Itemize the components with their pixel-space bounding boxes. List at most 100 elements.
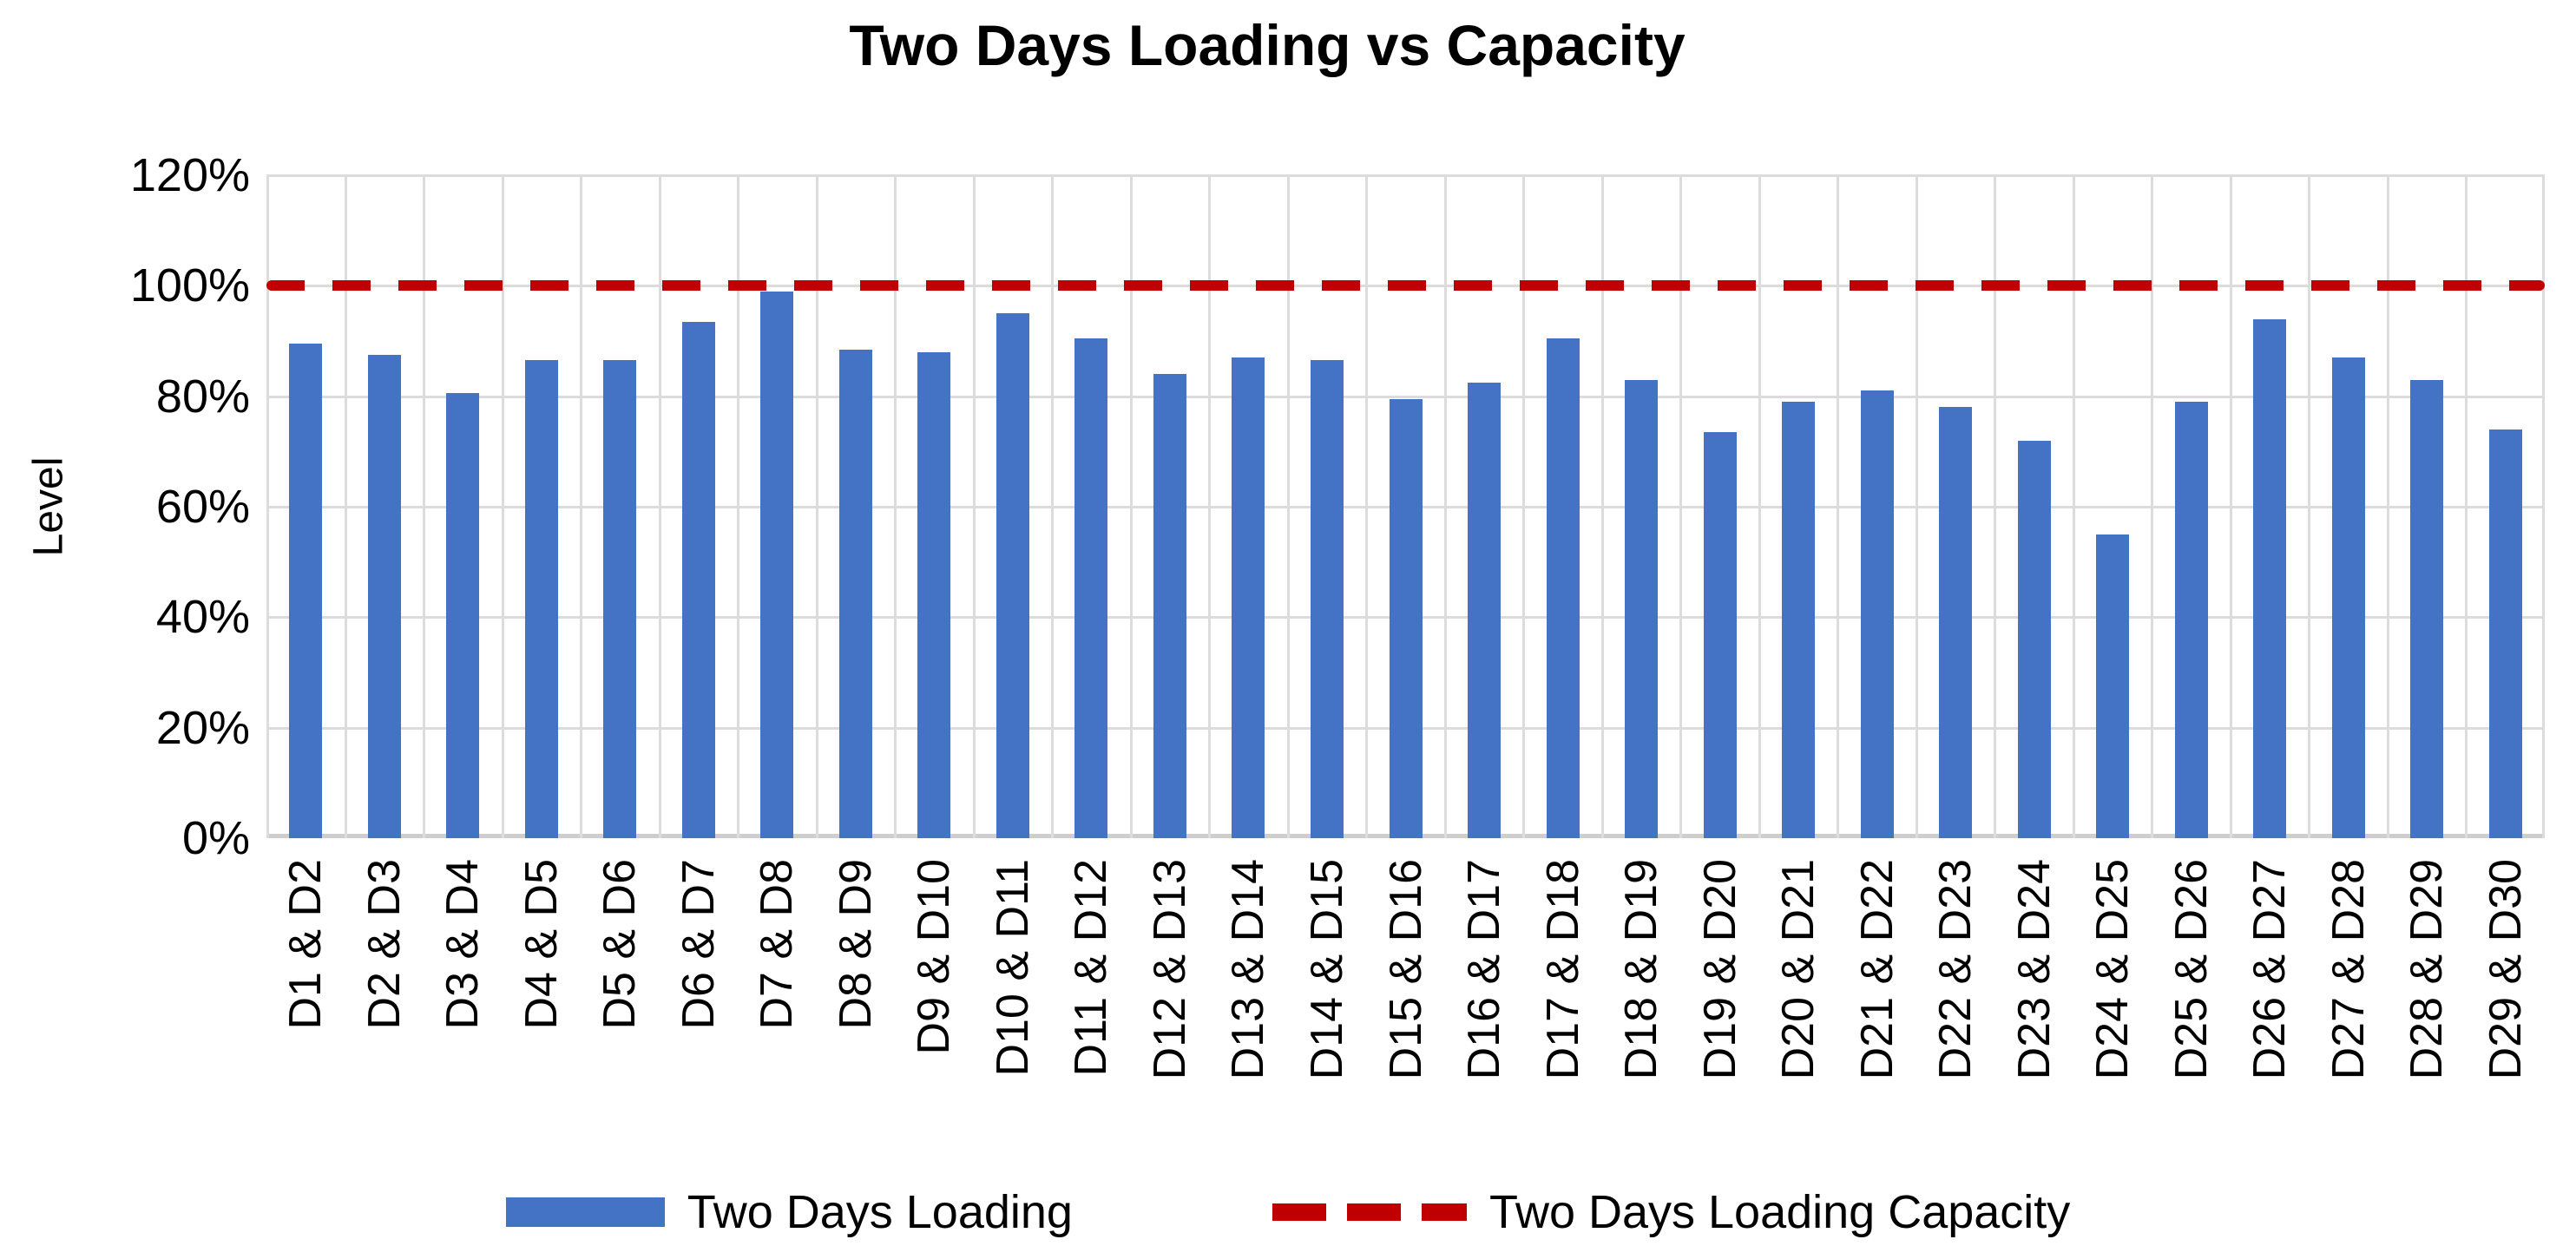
bar xyxy=(1547,338,1580,838)
legend-item-loading: Two Days Loading xyxy=(505,1185,1073,1239)
x-tick-label: D1 & D2 xyxy=(280,859,331,1030)
v-gridline xyxy=(1994,175,1996,838)
y-tick-label: 60% xyxy=(155,481,250,533)
bar xyxy=(1782,402,1815,838)
v-gridline xyxy=(1522,175,1525,838)
y-tick-label: 20% xyxy=(155,702,250,754)
v-gridline xyxy=(266,175,269,838)
y-tick-label: 40% xyxy=(155,591,250,643)
legend: Two Days Loading Two Days Loading Capaci… xyxy=(0,1185,2576,1239)
v-gridline xyxy=(1758,175,1761,838)
x-tick-label: D28 & D29 xyxy=(2402,859,2452,1080)
y-tick-label: 100% xyxy=(129,259,250,311)
bar xyxy=(2018,441,2051,838)
x-tick-label: D6 & D7 xyxy=(674,859,724,1030)
x-tick-label: D27 & D28 xyxy=(2323,859,2374,1080)
h-gridline xyxy=(266,174,2545,177)
x-tick-label: D3 & D4 xyxy=(437,859,488,1030)
v-gridline xyxy=(1679,175,1682,838)
x-tick-label: D18 & D19 xyxy=(1616,859,1666,1080)
bar xyxy=(1625,380,1658,838)
legend-item-capacity: Two Days Loading Capacity xyxy=(1272,1185,2070,1239)
bar xyxy=(2253,319,2286,838)
plot-area xyxy=(266,174,2545,838)
x-tick-label: D2 & D3 xyxy=(359,859,410,1030)
x-tick-label: D9 & D10 xyxy=(909,859,959,1055)
x-tick-label: D8 & D9 xyxy=(831,859,881,1030)
bar xyxy=(839,350,872,838)
x-tick-label: D20 & D21 xyxy=(1773,859,1824,1080)
bar xyxy=(368,355,401,838)
v-gridline xyxy=(1287,175,1290,838)
v-gridline xyxy=(423,175,425,838)
v-gridline xyxy=(345,175,347,838)
h-gridline xyxy=(266,396,2545,398)
bar xyxy=(2489,430,2522,838)
v-gridline xyxy=(580,175,582,838)
x-tick-label: D7 & D8 xyxy=(752,859,802,1030)
bar xyxy=(682,322,715,838)
bar xyxy=(1390,399,1423,838)
bar xyxy=(1311,360,1344,838)
v-gridline xyxy=(2151,175,2153,838)
v-gridline xyxy=(1837,175,1839,838)
bar xyxy=(525,360,558,838)
x-tick-label: D5 & D6 xyxy=(595,859,645,1030)
x-tick-label: D16 & D17 xyxy=(1459,859,1509,1080)
bar xyxy=(1861,390,1894,838)
bar xyxy=(2332,357,2365,838)
v-gridline xyxy=(1130,175,1133,838)
v-gridline xyxy=(737,175,739,838)
x-tick-label: D21 & D22 xyxy=(1852,859,1902,1080)
bar xyxy=(289,344,322,838)
y-tick-label: 0% xyxy=(181,812,250,864)
bar xyxy=(996,313,1029,838)
bar xyxy=(1468,383,1501,838)
x-tick-label: D29 & D30 xyxy=(2481,859,2531,1080)
bar xyxy=(1153,374,1186,838)
x-tick-label: D24 & D25 xyxy=(2087,859,2138,1080)
bar xyxy=(2175,402,2208,838)
bar xyxy=(1232,357,1265,838)
bar xyxy=(1939,407,1972,838)
v-gridline xyxy=(1208,175,1211,838)
v-gridline xyxy=(973,175,976,838)
x-tick-label: D22 & D23 xyxy=(1930,859,1981,1080)
legend-label-capacity: Two Days Loading Capacity xyxy=(1488,1186,2071,1238)
x-tick-label: D15 & D16 xyxy=(1381,859,1431,1080)
x-tick-label: D14 & D15 xyxy=(1302,859,1352,1080)
y-tick-label: 120% xyxy=(129,149,250,201)
y-tick-label: 80% xyxy=(155,370,250,423)
x-tick-label: D12 & D13 xyxy=(1145,859,1195,1080)
v-gridline xyxy=(894,175,897,838)
bar xyxy=(446,393,479,838)
v-gridline xyxy=(2465,175,2468,838)
x-tick-label: D10 & D11 xyxy=(988,859,1038,1077)
v-gridline xyxy=(1051,175,1054,838)
v-gridline xyxy=(2387,175,2389,838)
bar xyxy=(1074,338,1107,838)
x-tick-label: D23 & D24 xyxy=(2009,859,2060,1080)
v-gridline xyxy=(2542,175,2545,838)
v-gridline xyxy=(502,175,504,838)
x-tick-label: D25 & D26 xyxy=(2166,859,2217,1080)
x-tick-label: D26 & D27 xyxy=(2244,859,2295,1080)
x-tick-label: D13 & D14 xyxy=(1223,859,1273,1080)
legend-bar-swatch xyxy=(505,1197,665,1227)
capacity-dashed-line xyxy=(266,280,2545,291)
v-gridline xyxy=(2230,175,2232,838)
legend-label-loading: Two Days Loading xyxy=(687,1186,1073,1238)
bar xyxy=(1704,432,1737,838)
x-tick-label: D19 & D20 xyxy=(1695,859,1745,1080)
bar xyxy=(760,292,793,838)
legend-dash-swatch xyxy=(1272,1203,1467,1221)
bar xyxy=(603,360,636,838)
bar xyxy=(2096,534,2129,838)
bar xyxy=(917,352,950,838)
v-gridline xyxy=(2073,175,2075,838)
v-gridline xyxy=(1444,175,1447,838)
v-gridline xyxy=(1601,175,1604,838)
x-tick-label: D4 & D5 xyxy=(516,859,567,1030)
v-gridline xyxy=(2308,175,2310,838)
